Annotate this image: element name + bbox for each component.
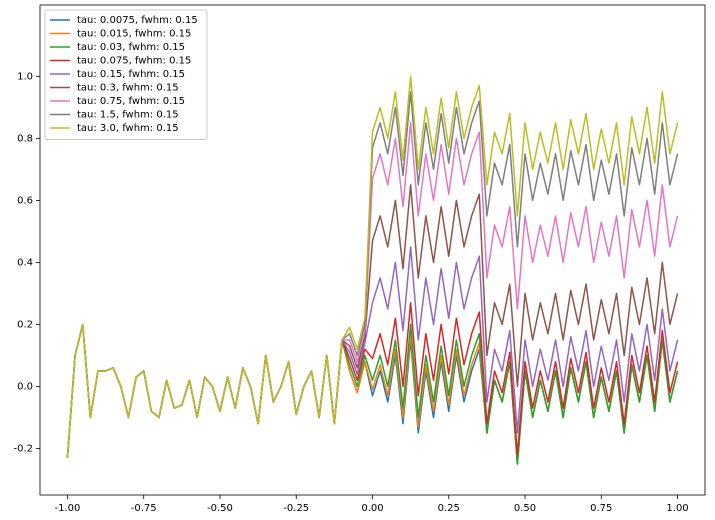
y-tick-label: 1.0 [17, 71, 33, 82]
x-tick-label: 0.75 [590, 503, 612, 514]
legend-label: tau: 0.3, fwhm: 0.15 [77, 83, 179, 94]
x-tick-label: 0.25 [438, 503, 460, 514]
x-tick-label: 0.50 [514, 503, 536, 514]
legend-label: tau: 0.0075, fwhm: 0.15 [77, 15, 198, 26]
x-tick-label: 0.00 [361, 503, 383, 514]
legend-label: tau: 3.0, fwhm: 0.15 [77, 123, 179, 134]
y-tick-label: 0.8 [17, 133, 33, 144]
line-series [66, 323, 679, 465]
line-series [66, 75, 679, 458]
legend: tau: 0.0075, fwhm: 0.15 tau: 0.015, fwhm:… [44, 9, 208, 140]
x-tick-label: 1.00 [666, 503, 688, 514]
x-tick-label: -0.25 [283, 503, 309, 514]
x-tick-label: -1.00 [55, 503, 81, 514]
x-tick-label: -0.50 [207, 503, 233, 514]
y-tick-label: 0.2 [17, 319, 33, 330]
legend-label: tau: 1.5, fwhm: 0.15 [77, 110, 179, 121]
legend-label: tau: 0.75, fwhm: 0.15 [77, 96, 185, 107]
x-tick-label: -0.75 [131, 503, 157, 514]
y-tick-label: 0.0 [17, 381, 33, 392]
y-tick-label: -0.2 [13, 443, 33, 454]
legend-label: tau: 0.015, fwhm: 0.15 [77, 29, 191, 40]
legend-label: tau: 0.03, fwhm: 0.15 [77, 42, 185, 53]
y-tick-label: 0.6 [17, 195, 33, 206]
legend-label: tau: 0.15, fwhm: 0.15 [77, 69, 185, 80]
legend-label: tau: 0.075, fwhm: 0.15 [77, 56, 191, 67]
legend-box [44, 9, 208, 140]
line-series [66, 122, 679, 458]
y-tick-label: 0.4 [17, 257, 33, 268]
